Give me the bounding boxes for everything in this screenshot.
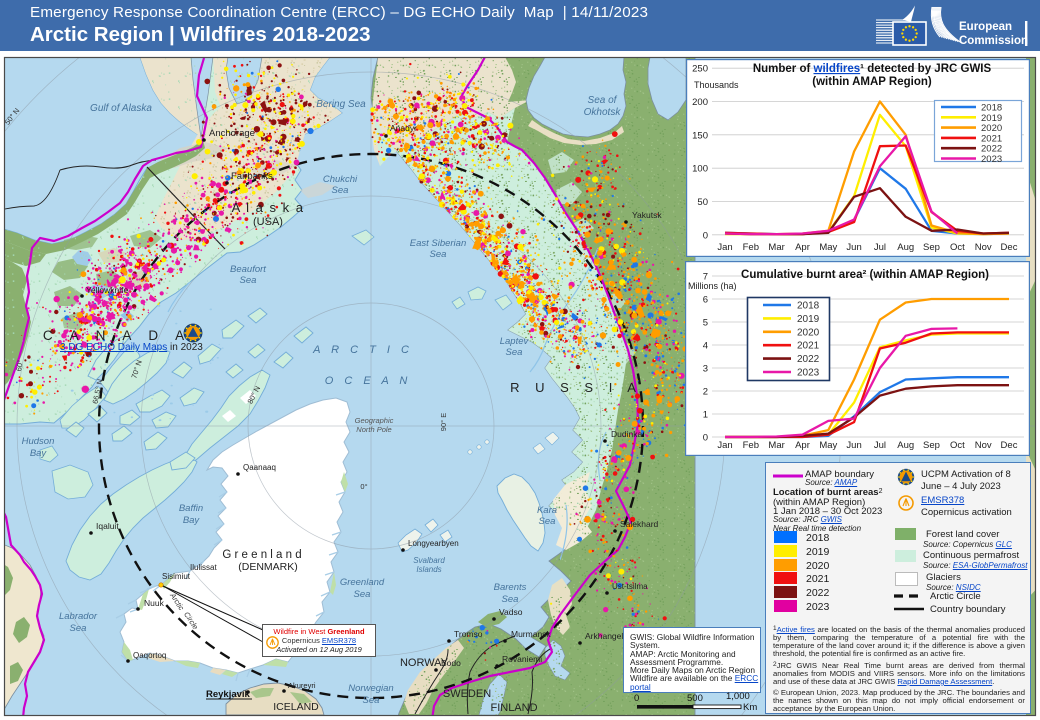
svg-text:Norwegian: Norwegian — [348, 683, 393, 694]
svg-text:2019: 2019 — [981, 113, 1002, 124]
svg-text:Sea: Sea — [354, 589, 371, 600]
svg-text:Baffin: Baffin — [179, 503, 203, 514]
svg-text:Ust-tsilma: Ust-tsilma — [612, 582, 648, 591]
svg-text:100: 100 — [692, 164, 708, 175]
svg-text:Kara: Kara — [537, 505, 557, 516]
svg-text:Sea of: Sea of — [588, 95, 618, 106]
svg-text:(USA): (USA) — [253, 216, 283, 228]
svg-text:NORWAY: NORWAY — [400, 657, 449, 669]
svg-text:Number of wildfires¹ detected: Number of wildfires¹ detected by JRC GWI… — [753, 63, 992, 75]
svg-text:Greenland: Greenland — [340, 577, 385, 588]
svg-text:0°: 0° — [360, 482, 367, 491]
svg-text:O C E A N: O C E A N — [325, 375, 412, 387]
svg-text:A l a s k a: A l a s k a — [232, 200, 305, 215]
svg-text:Oct: Oct — [950, 242, 965, 253]
svg-text:0: 0 — [703, 433, 708, 444]
svg-text:Jul: Jul — [874, 242, 886, 253]
svg-text:3 DG ECHO Daily Maps in 2023: 3 DG ECHO Daily Maps in 2023 — [60, 342, 203, 353]
svg-text:May: May — [819, 242, 837, 253]
svg-text:Sea: Sea — [332, 185, 349, 196]
svg-text:Okhotsk: Okhotsk — [584, 107, 622, 118]
svg-text:90° E: 90° E — [439, 413, 448, 431]
svg-text:(within AMAP Region): (within AMAP Region) — [812, 76, 932, 88]
svg-text:Ilulissat: Ilulissat — [190, 563, 217, 572]
svg-text:Thousands: Thousands — [694, 80, 739, 90]
svg-text:Bering Sea: Bering Sea — [316, 99, 366, 110]
svg-text:150: 150 — [692, 130, 708, 141]
svg-text:Iqaluit: Iqaluit — [96, 521, 119, 531]
svg-text:Qaqortoq: Qaqortoq — [133, 651, 166, 660]
svg-text:Sea: Sea — [70, 623, 87, 634]
svg-text:Barents: Barents — [494, 582, 527, 593]
svg-text:Hudson: Hudson — [22, 436, 55, 447]
svg-text:Yellowknife: Yellowknife — [86, 285, 128, 295]
svg-text:Salekhard: Salekhard — [620, 519, 659, 529]
svg-text:Qaanaaq: Qaanaaq — [243, 463, 276, 472]
svg-text:2018: 2018 — [981, 103, 1002, 114]
svg-text:Sea: Sea — [430, 249, 447, 260]
svg-text:Sea: Sea — [502, 594, 519, 605]
svg-text:Sea: Sea — [363, 695, 380, 706]
svg-text:Svalbard: Svalbard — [413, 556, 445, 565]
svg-text:Tromso: Tromso — [454, 629, 483, 639]
svg-text:C A N A D A: C A N A D A — [43, 328, 191, 343]
svg-text:Islands: Islands — [416, 565, 441, 574]
svg-text:Labrador: Labrador — [59, 611, 98, 622]
svg-text:Sea: Sea — [240, 275, 257, 286]
svg-text:Bay: Bay — [183, 515, 201, 526]
svg-text:250: 250 — [692, 64, 708, 75]
svg-text:Gulf of Alaska: Gulf of Alaska — [90, 103, 152, 114]
svg-text:Fairbanks: Fairbanks — [231, 171, 273, 182]
svg-text:Feb: Feb — [743, 242, 759, 253]
svg-text:Sep: Sep — [923, 242, 940, 253]
svg-text:Anchorage: Anchorage — [209, 128, 255, 139]
svg-text:Yakutsk: Yakutsk — [632, 210, 662, 220]
svg-text:Jun: Jun — [846, 242, 861, 253]
svg-text:Nov: Nov — [975, 242, 992, 253]
svg-text:2021: 2021 — [981, 133, 1002, 144]
svg-text:A R C T I C: A R C T I C — [312, 344, 413, 356]
svg-text:(DENMARK): (DENMARK) — [238, 561, 298, 573]
svg-text:R U S S I A: R U S S I A — [510, 380, 642, 395]
svg-text:East Siberian: East Siberian — [410, 238, 467, 249]
svg-text:Bay: Bay — [30, 448, 48, 459]
svg-text:SWEDEN: SWEDEN — [443, 688, 491, 700]
svg-text:Aug: Aug — [897, 242, 914, 253]
svg-text:Akureyri: Akureyri — [288, 681, 316, 690]
svg-text:Rovaniemi: Rovaniemi — [502, 654, 542, 664]
svg-text:Beaufort: Beaufort — [230, 264, 266, 275]
svg-text:60°: 60° — [14, 359, 25, 372]
svg-text:North Pole: North Pole — [356, 425, 391, 434]
svg-text:Anadyr: Anadyr — [390, 123, 417, 133]
svg-text:Longyearbyen: Longyearbyen — [408, 539, 459, 548]
svg-text:50: 50 — [697, 197, 708, 208]
svg-text:2022: 2022 — [981, 144, 1002, 155]
svg-text:Chukchi: Chukchi — [323, 174, 358, 185]
svg-text:Sea: Sea — [539, 516, 556, 527]
svg-text:G r e e n l a n d: G r e e n l a n d — [222, 549, 301, 561]
svg-text:Mar: Mar — [768, 242, 784, 253]
svg-text:Murmansk: Murmansk — [511, 629, 551, 639]
svg-text:Reykjavík: Reykjavík — [206, 689, 251, 700]
svg-text:Jan: Jan — [717, 242, 732, 253]
svg-text:Nuuk: Nuuk — [144, 598, 165, 608]
svg-text:Dec: Dec — [1001, 242, 1018, 253]
svg-text:0: 0 — [703, 230, 708, 241]
svg-text:200: 200 — [692, 97, 708, 108]
svg-text:ICELAND: ICELAND — [273, 701, 319, 713]
svg-text:Laptev: Laptev — [500, 336, 530, 347]
svg-text:Apr: Apr — [795, 242, 810, 253]
svg-text:Bodo: Bodo — [441, 658, 461, 668]
svg-text:Dudinka: Dudinka — [611, 429, 642, 439]
svg-text:Geographic: Geographic — [355, 416, 394, 425]
svg-text:Arkhangelsk: Arkhangelsk — [585, 631, 633, 641]
svg-text:Sisimiut: Sisimiut — [162, 572, 191, 581]
svg-text:2020: 2020 — [981, 123, 1002, 134]
svg-text:Sea: Sea — [506, 347, 523, 358]
svg-text:Vadso: Vadso — [499, 607, 523, 617]
svg-text:FINLAND: FINLAND — [490, 702, 537, 714]
svg-text:2023: 2023 — [981, 154, 1002, 165]
